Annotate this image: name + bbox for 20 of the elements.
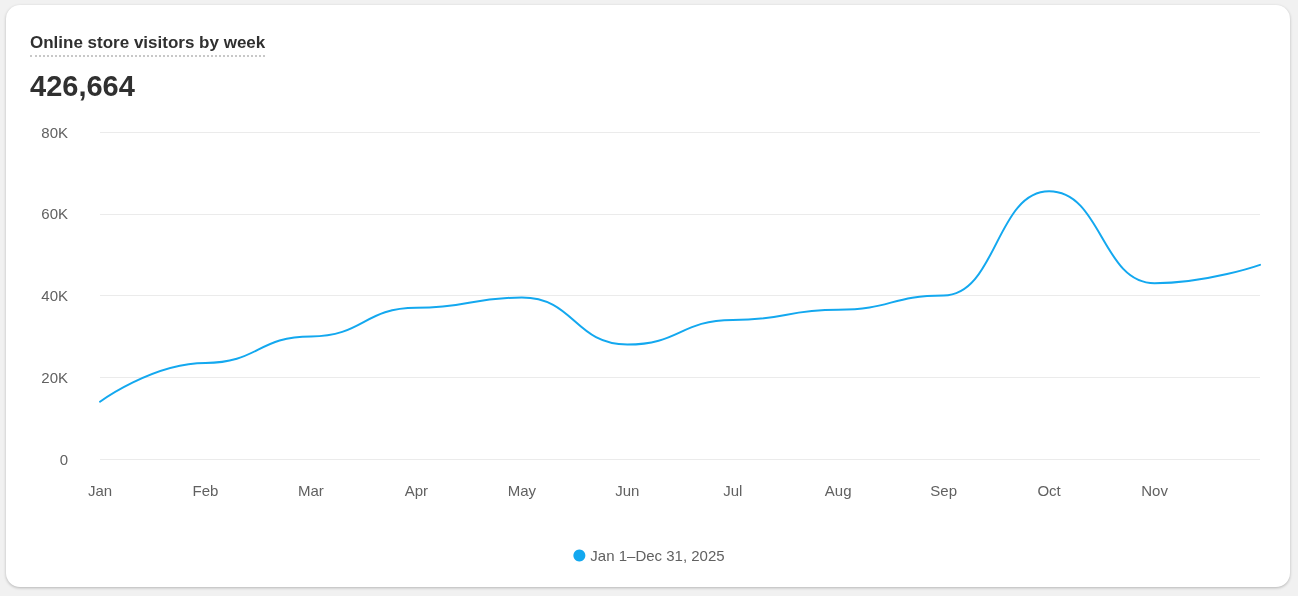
x-tick-label: Sep [930,482,957,499]
x-tick-label: Jan [87,482,113,499]
x-tick-label: Jun [615,482,640,499]
y-tick-label: 40K [41,287,68,304]
y-tick-label: 0 [59,450,68,468]
chart-title: Online store visitors by week [30,33,266,57]
x-tick-label: Jul [723,482,743,499]
x-tick-label: Nov [1141,482,1169,499]
y-tick-label: 80K [41,123,68,141]
chart-subtitle: 426,664 [30,70,135,103]
line-series [99,190,1261,403]
x-tick-label: Aug [824,482,852,499]
legend-label: Jan 1–Dec 31, 2025 [590,547,725,564]
x-tick-label: Mar [297,482,324,499]
y-tick-label: 20K [41,368,68,386]
x-tick-label: Oct [1037,482,1062,499]
y-tick-label: 60K [41,205,68,223]
x-tick-label: Feb [192,482,219,499]
x-tick-label: May [507,482,537,499]
x-tick-label: Apr [404,482,429,499]
